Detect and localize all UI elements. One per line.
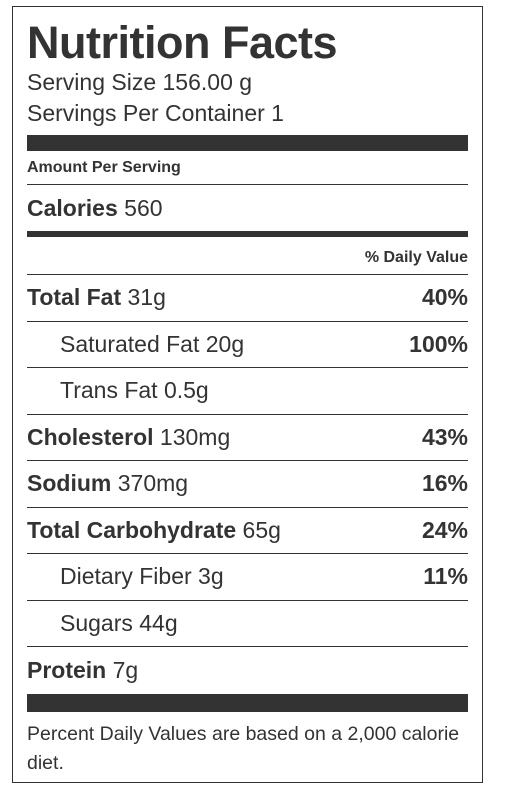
nutrient-text: Sodium 370mg [27,470,188,497]
nutrient-text: Saturated Fat 20g [60,331,244,358]
nutrient-daily-value: 40% [421,284,468,311]
nutrient-daily-value: 24% [421,516,468,543]
nutrient-daily-value: 11% [423,563,468,590]
nutrient-row-total-fat: Total Fat 31g 40% [27,275,468,322]
nutrient-row-total-carbohydrate: Total Carbohydrate 65g 24% [27,508,468,554]
nutrient-amount: 65g [242,516,281,543]
nutrient-text: Total Fat 31g [27,284,166,311]
calories-value: 560 [124,194,163,221]
calories-label: Calories [27,194,118,221]
nutrient-amount: 3g [198,563,224,590]
nutrient-row-saturated-fat: Saturated Fat 20g 100% [27,322,468,368]
nutrient-name: Trans Fat [60,377,158,404]
daily-value-header: % Daily Value [27,237,468,275]
amount-per-serving: Amount Per Serving [27,151,468,185]
nutrient-amount: 7g [112,656,139,683]
nutrient-amount: 130mg [159,423,231,450]
nutrient-amount: 44g [139,609,178,636]
nutrient-text: Trans Fat 0.5g [60,377,209,404]
nutrient-name: Total Carbohydrate [27,516,237,543]
amount-per-serving-label: Amount Per Serving [27,158,181,176]
nutrient-amount: 370mg [117,470,189,497]
nutrient-name: Saturated Fat [60,330,200,357]
nutrient-text: Cholesterol 130mg [27,424,230,451]
divider-thick [27,135,468,151]
calories-row: Calories 560 [27,185,468,231]
divider-thick-bottom [27,693,468,712]
daily-value-header-label: % Daily Value [364,248,468,266]
divider-medium [27,231,468,237]
nutrient-text: Dietary Fiber 3g [60,563,224,590]
nutrient-daily-value: 16% [421,470,468,497]
nutrient-row-sodium: Sodium 370mg 16% [27,461,468,508]
calories-text: Calories 560 [27,195,163,222]
nutrient-daily-value: 100% [409,330,468,357]
nutrient-daily-value: 43% [421,423,468,450]
nutrient-amount: 31g [127,284,166,311]
nutrient-amount: 20g [205,330,245,357]
nutrient-name: Dietary Fiber [60,563,192,590]
nutrient-name: Sodium [27,470,112,497]
nutrient-row-protein: Protein 7g [27,647,468,694]
nutrient-name: Sugars [60,609,133,636]
nutrient-text: Protein 7g [27,657,138,684]
nutrient-row-dietary-fiber: Dietary Fiber 3g 11% [27,554,468,601]
nutrient-row-trans-fat: Trans Fat 0.5g [27,368,468,415]
nutrient-name: Total Fat [27,284,122,311]
nutrient-name: Protein [27,656,107,683]
nutrient-text: Total Carbohydrate 65g [27,517,281,544]
nutrient-amount: 0.5g [163,377,209,404]
nutrient-text: Sugars 44g [60,610,178,637]
nutrient-name: Cholesterol [27,423,154,450]
nutrient-row-sugars: Sugars 44g [27,601,468,647]
label-title: Nutrition Facts [27,17,338,68]
nutrient-row-cholesterol: Cholesterol 130mg 43% [27,415,468,461]
nutrition-label: Nutrition Facts Serving Size 156.00 g Se… [12,6,483,783]
servings-per-container: Servings Per Container 1 [27,100,284,126]
footnote: Percent Daily Values are based on a 2,00… [27,722,460,774]
serving-size: Serving Size 156.00 g [27,69,253,95]
